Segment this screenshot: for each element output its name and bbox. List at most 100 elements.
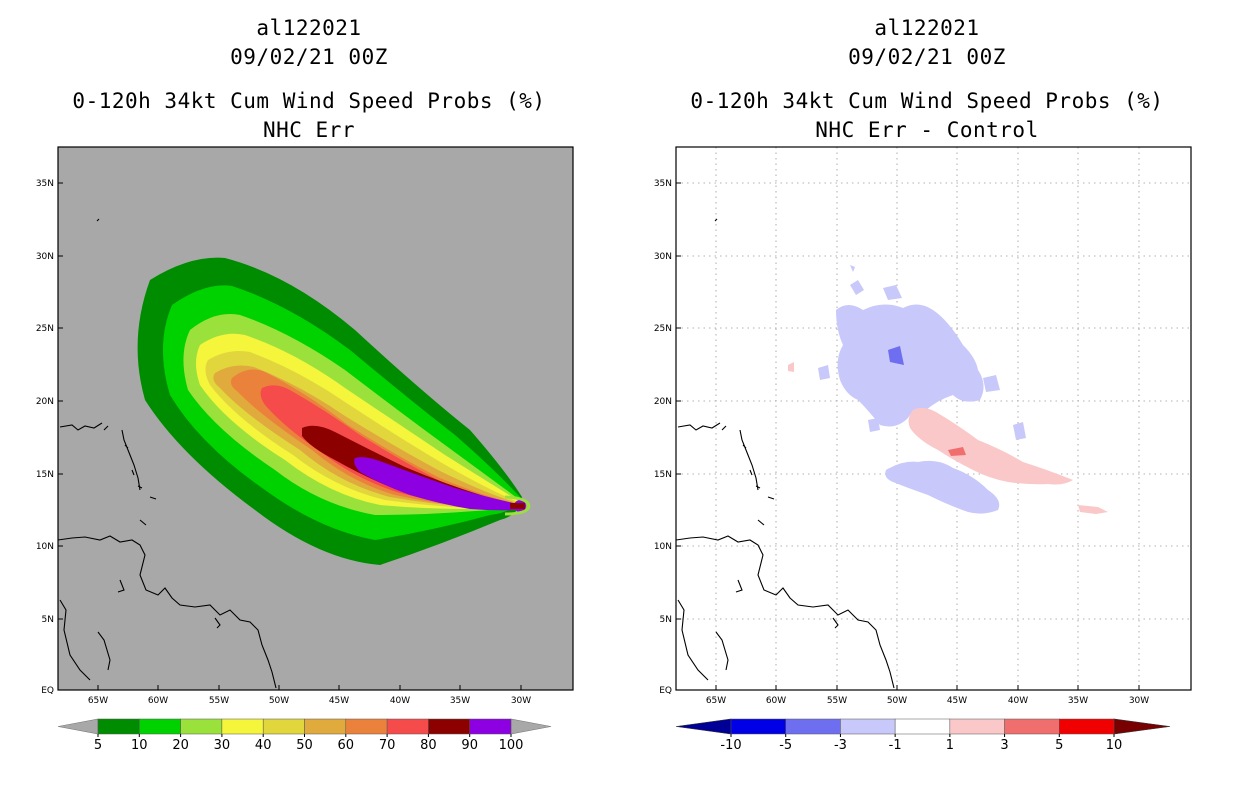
left-lon-label: 30W [511,696,531,706]
positive-diff-main [908,407,1073,485]
left-colorbar-label: 40 [255,738,272,753]
left-colorbar: 5 10 20 30 40 50 60 70 80 90 100 [57,718,552,753]
negative-diff-patch-g [850,265,855,272]
left-colorbar-bin [469,718,512,735]
left-lon-label: 60W [148,696,168,706]
right-lat-label: 35N [654,179,672,189]
right-colorbar-label: 3 [1000,738,1008,753]
right-lat-label: 5N [660,615,672,625]
left-colorbar-label: 30 [214,738,231,753]
right-product-title: 0-120h 34kt Cum Wind Speed Probs (%) [690,89,1164,113]
swath-90pct [354,457,518,511]
right-datetime: 09/02/21 00Z [848,45,1006,69]
negative-diff-south [885,460,1000,514]
negative-diff-patch-b [883,285,902,300]
left-colorbar-bin [97,718,140,735]
right-colorbar-bin [1059,718,1115,735]
right-colorbar-label: -5 [779,738,792,753]
left-colorbar-bin [139,718,181,735]
left-colorbar-bin [221,718,264,735]
left-colorbar-label: 70 [379,738,396,753]
right-lon-label: 35W [1068,696,1088,706]
left-lon-label: 45W [329,696,349,706]
left-colorbar-bin [345,718,388,735]
left-lat-label: 10N [36,542,54,552]
left-colorbar-bin [428,718,470,735]
right-axes: 35N 30N 25N 20N 15N 10N 5N EQ 65W 60W 55W 50W 45W 40W… [654,179,1149,706]
left-colorbar-bin [262,718,305,735]
left-probability-swath [137,257,531,565]
left-colorbar-label: 10 [131,738,148,753]
negative-diff-patch-e [1013,422,1026,440]
right-colorbar-low-cap [675,718,732,735]
right-lon-label: 50W [887,696,907,706]
left-lon-label: 35W [450,696,470,706]
right-subtitle: NHC Err - Control [815,118,1039,142]
left-colorbar-label: 5 [94,738,102,753]
left-colorbar-label: 60 [338,738,355,753]
left-lon-label: 40W [390,696,410,706]
left-lat-label: 30N [36,252,54,262]
right-colorbar-bin [730,718,786,735]
positive-diff-tail [1078,505,1108,514]
left-lon-label: 65W [88,696,108,706]
left-lon-label: 55W [209,696,229,706]
negative-diff-patch-d [983,375,1000,392]
swath-80pct [302,425,518,508]
right-colorbar-bin [949,718,1005,735]
caribbean-islands-left [59,218,157,526]
positive-diff-patch-west [788,362,794,372]
negative-diff-patch-a [850,280,864,295]
right-map-svg: 35N 30N 25N 20N 15N 10N 5N EQ 65W 60W 55W 50W 45W 40W… [654,146,1192,753]
right-colorbar-label: 5 [1055,738,1063,753]
right-map-frame [675,146,1192,691]
left-lat-label: EQ [41,686,54,696]
right-lat-label: 30N [654,252,672,262]
right-lon-label: 60W [766,696,786,706]
right-colorbar-high-cap [1113,718,1171,735]
negative-diff-patch-c [818,365,830,380]
right-colorbar-label: -10 [720,738,741,753]
left-lat-label: 5N [42,615,54,625]
left-lat-label: 35N [36,179,54,189]
left-colorbar-label: 20 [172,738,189,753]
right-lat-label: EQ [659,686,672,696]
negative-diff-patch-f [868,418,880,432]
right-colorbar-bin [785,718,841,735]
south-america-left [58,535,277,689]
right-panel: al122021 09/02/21 00Z 0-120h 34kt Cum Wi… [618,0,1236,800]
left-lon-label: 50W [269,696,289,706]
right-colorbar: -10 -5 -3 -1 1 3 5 10 [675,718,1171,753]
left-lat-label: 25N [36,324,54,334]
left-coastlines [58,218,277,689]
right-lat-label: 15N [654,470,672,480]
right-colorbar-label: -1 [889,738,902,753]
positive-diff-core [948,447,966,456]
left-colorbar-label: 50 [296,738,313,753]
right-colorbar-bin [1004,718,1060,735]
negative-diff-core [888,346,904,365]
south-america-right [676,535,895,689]
left-subtitle: NHC Err [262,118,355,142]
left-colorbar-high-cap [510,718,552,735]
left-datetime: 09/02/21 00Z [230,45,388,69]
right-colorbar-bin [840,718,896,735]
right-colorbar-label: 1 [946,738,954,753]
left-map-frame [57,146,574,691]
left-panel: al122021 09/02/21 00Z 0-120h 34kt Cum Wi… [36,16,574,753]
left-product-title: 0-120h 34kt Cum Wind Speed Probs (%) [72,89,546,113]
right-colorbar-label: 10 [1106,738,1123,753]
caribbean-islands-right [677,218,775,526]
right-lat-label: 10N [654,542,672,552]
left-lat-label: 15N [36,470,54,480]
right-storm-id: al122021 [874,16,980,40]
left-storm-id: al122021 [256,16,362,40]
right-lon-label: 65W [706,696,726,706]
swath-tip-edge [504,495,531,516]
left-colorbar-label: 80 [420,738,437,753]
swath-tip-core [510,503,525,509]
right-colorbar-bin [894,718,951,735]
left-lat-label: 20N [36,397,54,407]
right-lat-label: 20N [654,397,672,407]
right-gridlines [676,147,1191,690]
